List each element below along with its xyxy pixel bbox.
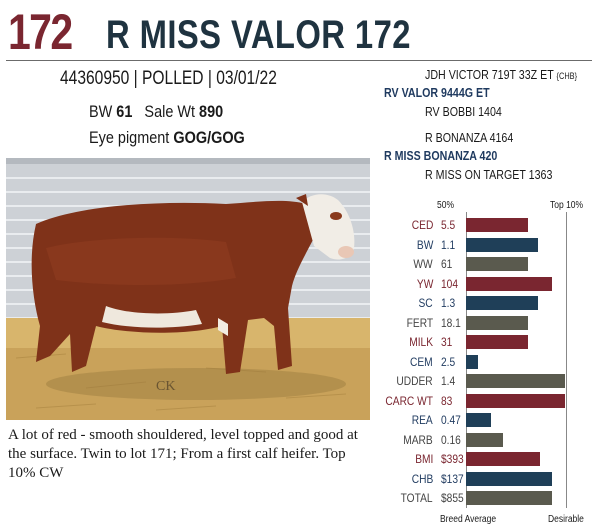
epd-value: 1.3	[441, 296, 456, 310]
epd-value: 61	[441, 257, 453, 271]
birth-date: 03/01/22	[216, 68, 277, 89]
epd-trait-label: TOTAL	[401, 491, 433, 505]
epd-bar	[466, 296, 538, 310]
epd-trait-label: YW	[416, 276, 433, 291]
pedigree-dam: R MISS BONANZA 420	[384, 148, 498, 163]
animal-name: R MISS VALOR 172	[106, 13, 411, 57]
epd-row-marb: MARB 0.16	[384, 430, 594, 450]
epd-row-sc: SC 1.3	[384, 293, 594, 313]
epd-bar	[466, 374, 565, 388]
epd-axis-right	[566, 212, 567, 508]
epd-row-total: TOTAL $855	[384, 488, 594, 508]
pedigree-sire-dam: RV BOBBI 1404	[425, 104, 502, 119]
bw-value: 61	[116, 102, 133, 121]
eye-pigment-line: Eye pigment GOG/GOG	[89, 128, 245, 148]
epd-value: 18.1	[441, 315, 461, 330]
pedigree-sire-sire: JDH VICTOR 719T 33Z ET {CHB}	[425, 67, 577, 82]
pedigree-sire-sire-tag: {CHB}	[556, 71, 578, 81]
pedigree-dam-sire: R BONANZA 4164	[425, 130, 514, 145]
epd-trait-label: CEM	[410, 354, 433, 369]
epd-trait-label: UDDER	[396, 374, 433, 388]
epd-value: 5.5	[441, 218, 456, 232]
weights-line: BW 61 Sale Wt 890	[89, 102, 223, 122]
epd-row-bw: BW 1.1	[384, 235, 594, 255]
epd-value: 83	[441, 393, 453, 408]
epd-trait-label: MILK	[409, 335, 433, 349]
epd-row-rea: REA 0.47	[384, 410, 594, 430]
epd-trait-label: BMI	[414, 452, 433, 466]
epd-trait-label: WW	[413, 257, 433, 271]
epd-row-cem: CEM 2.5	[384, 352, 594, 372]
epd-trait-label: CHB	[411, 471, 433, 486]
epd-bar	[466, 257, 528, 271]
pedigree-sire-sire-name: JDH VICTOR 719T 33Z ET	[425, 67, 554, 82]
epd-trait-label: FERT	[406, 315, 433, 330]
epd-bar	[466, 432, 503, 447]
animal-photo: CK	[6, 158, 370, 420]
pedigree-sire: RV VALOR 9444G ET	[384, 85, 490, 100]
epd-trait-label: CED	[411, 218, 433, 232]
epd-bar	[466, 237, 538, 252]
epd-footer-left: Breed Average	[440, 514, 497, 525]
epd-trait-label: SC	[418, 296, 433, 310]
horn-status: POLLED	[142, 68, 204, 89]
epd-bar	[466, 335, 528, 349]
lot-number: 172	[8, 4, 73, 60]
bw-label: BW	[89, 102, 113, 121]
eye-pigment-label: Eye pigment	[89, 128, 170, 147]
epd-footer-right: Desirable	[548, 514, 584, 525]
id-line: 44360950 | POLLED | 03/01/22	[60, 68, 277, 89]
lot-description: A lot of red - smooth shouldered, level …	[8, 427, 358, 481]
epd-bar	[466, 276, 552, 291]
title-divider	[6, 60, 592, 61]
sale-wt-value: 890	[199, 102, 224, 121]
photo-signature: CK	[156, 379, 175, 394]
epd-row-yw: YW 104	[384, 274, 594, 294]
epd-trait-label: REA	[412, 413, 433, 427]
epd-bar	[466, 354, 478, 369]
epd-row-udder: UDDER 1.4	[384, 371, 594, 391]
epd-value: $855	[441, 491, 464, 505]
epd-value: 31	[441, 335, 453, 349]
epd-header-right: Top 10%	[550, 200, 584, 211]
epd-value: 0.47	[441, 413, 461, 427]
epd-trait-label: CARC WT	[385, 393, 433, 408]
epd-value: 1.1	[441, 237, 456, 252]
epd-bar	[466, 393, 565, 408]
epd-row-ww: WW 61	[384, 254, 594, 274]
epd-row-chb: CHB $137	[384, 469, 594, 489]
sale-wt-label: Sale Wt	[144, 102, 196, 121]
pedigree-dam-dam: R MISS ON TARGET 1363	[425, 167, 553, 182]
epd-value: 1.4	[441, 374, 456, 388]
epd-chart: 50% Top 10% CED 5.5 BW 1.1 WW 61 YW 104 SC 1.3 FER…	[384, 200, 594, 530]
registration-number: 44360950	[60, 68, 130, 89]
epd-bar	[466, 315, 528, 330]
epd-trait-label: BW	[416, 237, 433, 252]
epd-bar	[466, 413, 491, 427]
epd-value: $393	[441, 452, 464, 466]
epd-header-left: 50%	[437, 200, 455, 211]
epd-value: 104	[441, 276, 459, 291]
eye-pigment-value: GOG/GOG	[173, 128, 245, 147]
epd-row-fert: FERT 18.1	[384, 313, 594, 333]
epd-trait-label: MARB	[403, 432, 433, 447]
epd-bar	[466, 218, 528, 232]
epd-bar	[466, 471, 552, 486]
epd-row-milk: MILK 31	[384, 332, 594, 352]
epd-value: $137	[441, 471, 464, 486]
epd-value: 2.5	[441, 354, 456, 369]
epd-row-ced: CED 5.5	[384, 215, 594, 235]
epd-bar	[466, 452, 540, 466]
epd-row-carc-wt: CARC WT 83	[384, 391, 594, 411]
epd-row-bmi: BMI $393	[384, 449, 594, 469]
epd-value: 0.16	[441, 432, 461, 447]
epd-bar	[466, 491, 552, 505]
